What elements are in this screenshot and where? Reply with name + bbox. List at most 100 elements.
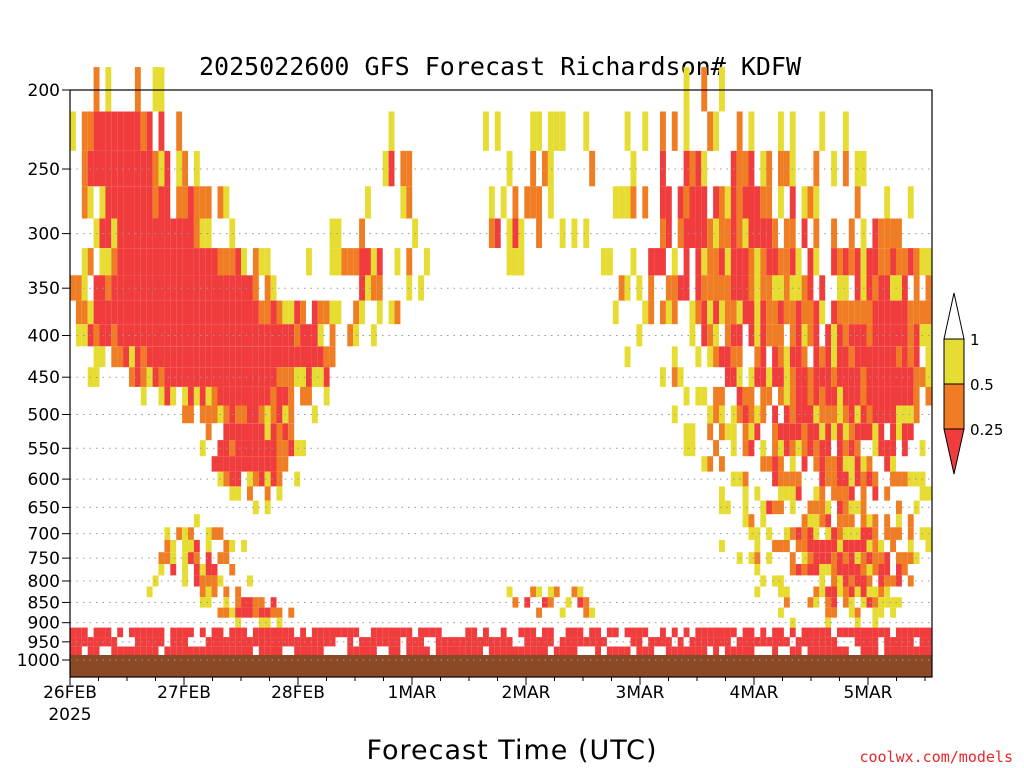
heatmap-cell — [742, 646, 749, 656]
heatmap-cell — [772, 471, 778, 487]
heatmap-cell — [276, 627, 283, 638]
heatmap-cell — [654, 637, 660, 647]
heatmap-cell — [795, 346, 802, 368]
heatmap-cell — [695, 346, 702, 368]
heatmap-cell — [807, 324, 814, 347]
heatmap-cell — [129, 218, 135, 248]
heatmap-cell — [842, 440, 849, 457]
heatmap-cell — [229, 607, 236, 618]
heatmap-cell — [241, 248, 247, 276]
heatmap-cell — [896, 646, 902, 656]
heatmap-cell — [199, 586, 206, 598]
y-tick-label: 1000 — [17, 651, 60, 671]
heatmap-cell — [783, 527, 790, 540]
heatmap-cell — [134, 67, 141, 112]
heatmap-cell — [842, 552, 849, 564]
heatmap-cell — [901, 423, 908, 441]
heatmap-cell — [370, 275, 377, 301]
heatmap-cell — [719, 637, 725, 647]
heatmap-cell — [229, 423, 236, 441]
heatmap-cell — [483, 637, 489, 647]
heatmap-cell — [129, 150, 135, 187]
heatmap-cell — [760, 248, 767, 276]
heatmap-cell — [884, 346, 891, 368]
heatmap-cell — [884, 564, 891, 576]
heatmap-cell — [707, 627, 714, 638]
heatmap-cell — [199, 186, 206, 219]
heatmap-cell — [217, 248, 224, 276]
heatmap-cell — [689, 186, 696, 219]
heatmap-cell — [819, 552, 826, 564]
heatmap-cell — [760, 324, 767, 347]
heatmap-cell — [176, 346, 183, 368]
heatmap-cell — [211, 527, 218, 540]
heatmap-cell — [294, 324, 301, 347]
heatmap-cell — [359, 218, 365, 248]
heatmap-cell — [241, 456, 247, 472]
heatmap-cell — [400, 627, 407, 638]
heatmap-cell — [376, 275, 383, 301]
heatmap-cell — [772, 324, 778, 347]
heatmap-cell — [211, 637, 218, 647]
heatmap-cell — [612, 300, 619, 325]
heatmap-cell — [719, 405, 725, 424]
heatmap-cell — [235, 346, 242, 368]
heatmap-cell — [99, 275, 106, 301]
heatmap-cell — [660, 300, 666, 325]
heatmap-cell — [140, 346, 147, 368]
heatmap-cell — [536, 111, 542, 151]
x-axis-label: Forecast Time (UTC) — [366, 735, 657, 766]
heatmap-cell — [217, 186, 224, 219]
heatmap-cell — [872, 275, 879, 301]
heatmap-cell — [884, 637, 891, 647]
heatmap-cell — [748, 275, 755, 301]
heatmap-cell — [601, 248, 607, 276]
heatmap-cell — [848, 486, 855, 501]
heatmap-cell — [193, 539, 200, 553]
heatmap-cell — [677, 275, 684, 301]
heatmap-cell — [913, 646, 920, 656]
heatmap-cell — [884, 440, 891, 457]
heatmap-cell — [241, 275, 247, 301]
heatmap-cell — [488, 186, 495, 219]
heatmap-cell — [117, 150, 124, 187]
heatmap-cell — [689, 300, 696, 325]
heatmap-cell — [359, 637, 365, 647]
heatmap-cell — [778, 627, 784, 638]
heatmap-cell — [689, 440, 696, 457]
heatmap-cell — [235, 248, 242, 276]
heatmap-cell — [229, 324, 236, 347]
heatmap-cell — [813, 597, 820, 608]
heatmap-cell — [294, 346, 301, 368]
heatmap-cell — [701, 275, 708, 301]
heatmap-cell — [577, 586, 584, 598]
heatmap-cell — [241, 324, 247, 347]
heatmap-cell — [819, 440, 826, 457]
heatmap-cell — [884, 275, 891, 301]
heatmap-cell — [884, 218, 891, 248]
heatmap-cell — [854, 423, 861, 441]
heatmap-cell — [353, 248, 360, 276]
heatmap-cell — [825, 607, 832, 618]
heatmap-cell — [754, 423, 761, 441]
heatmap-cell — [854, 627, 861, 638]
heatmap-cell — [842, 575, 849, 587]
heatmap-cell — [754, 367, 761, 387]
heatmap-cell — [105, 218, 112, 248]
heatmap-cell — [896, 324, 902, 347]
heatmap-cell — [589, 150, 596, 187]
heatmap-cell — [235, 617, 242, 628]
heatmap-cell — [701, 150, 708, 187]
heatmap-cell — [907, 646, 914, 656]
heatmap-cell — [919, 646, 926, 656]
heatmap-cell — [317, 300, 324, 325]
heatmap-cell — [872, 617, 879, 628]
heatmap-cell — [418, 646, 424, 656]
heatmap-cell — [99, 324, 106, 347]
heatmap-cell — [559, 218, 566, 248]
heatmap-cell — [896, 637, 902, 647]
heatmap-cell — [701, 456, 708, 472]
heatmap-cell — [854, 248, 861, 276]
heatmap-cell — [223, 646, 230, 656]
